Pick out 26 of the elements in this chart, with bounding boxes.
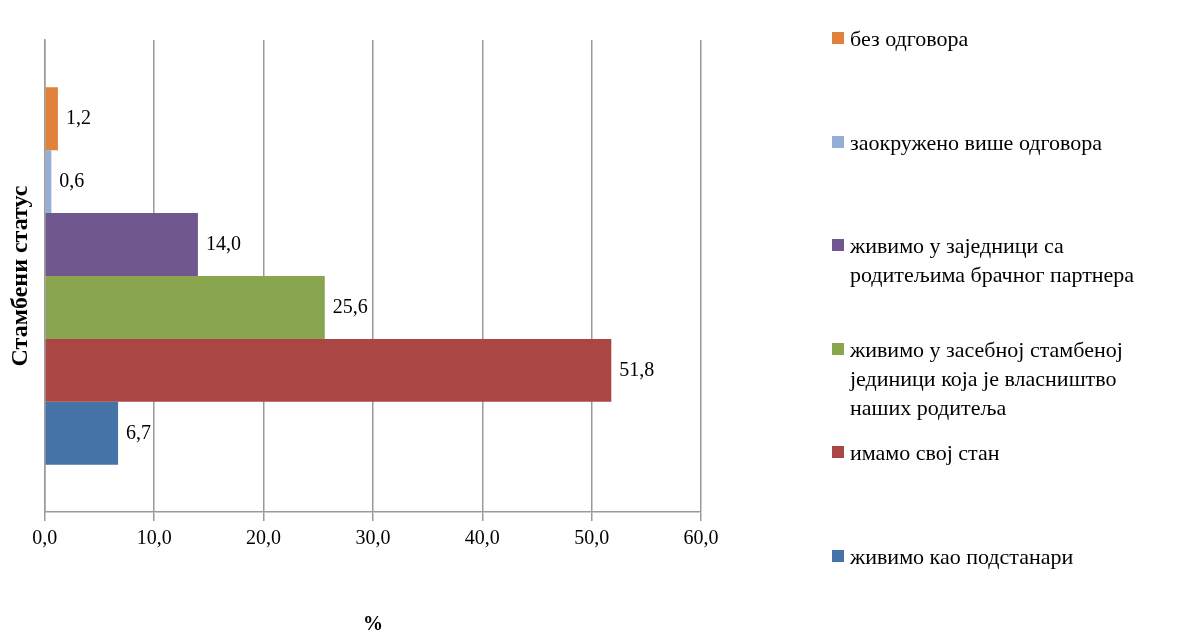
data-label: 51,8 (619, 357, 655, 380)
legend-label: живимо као подстанари (850, 542, 1074, 571)
y-axis-title: Стамбени статус (5, 185, 32, 367)
legend-label: без одговора (850, 25, 969, 53)
x-tick-label: 10,0 (136, 526, 172, 549)
bar (45, 213, 198, 276)
x-tick-label: 20,0 (246, 526, 282, 549)
x-tick-label: 40,0 (464, 526, 500, 549)
legend-label: живимо у засебној стамбеној јединици која је власништво наших родитеља (850, 335, 1124, 422)
bar (45, 87, 58, 151)
data-label: 1,2 (65, 105, 91, 128)
x-tick-label: 30,0 (355, 526, 391, 549)
legend-label: заокружено више одговора (850, 128, 1102, 157)
legend-label: имамо свој стан (850, 439, 1000, 467)
bar (45, 338, 612, 402)
data-label: 6,7 (126, 420, 152, 443)
x-axis-title: % (362, 612, 383, 635)
data-label: 25,6 (332, 294, 368, 317)
data-label: 0,6 (59, 168, 85, 191)
x-tick-label: 50,0 (574, 526, 610, 549)
legend-label: живимо у заједници са родитељима брачног партнера (850, 232, 1136, 289)
x-tick-label: 60,0 (683, 526, 719, 549)
bar (45, 401, 119, 465)
x-tick-label: 0,0 (32, 526, 58, 549)
bar (45, 276, 325, 339)
data-label: 14,0 (205, 231, 241, 254)
